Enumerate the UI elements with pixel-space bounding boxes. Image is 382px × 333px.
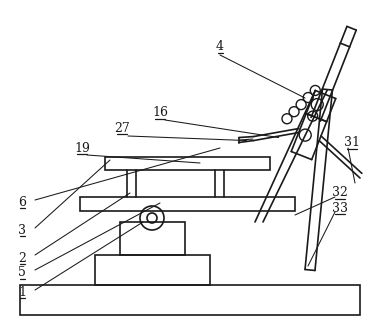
Text: 3: 3 bbox=[18, 223, 26, 236]
Bar bbox=[80, 197, 295, 211]
Text: 31: 31 bbox=[344, 137, 360, 150]
Bar bbox=[105, 157, 270, 170]
Text: 16: 16 bbox=[152, 107, 168, 120]
Bar bbox=[20, 285, 360, 315]
Text: 4: 4 bbox=[216, 41, 224, 54]
Text: 1: 1 bbox=[18, 285, 26, 298]
Text: 27: 27 bbox=[114, 122, 130, 135]
Text: 6: 6 bbox=[18, 195, 26, 208]
Bar bbox=[95, 255, 210, 285]
Text: 5: 5 bbox=[18, 266, 26, 279]
Text: 19: 19 bbox=[74, 142, 90, 155]
Text: 32: 32 bbox=[332, 186, 348, 199]
Text: 2: 2 bbox=[18, 251, 26, 264]
Bar bbox=[120, 222, 185, 255]
Text: 33: 33 bbox=[332, 201, 348, 214]
